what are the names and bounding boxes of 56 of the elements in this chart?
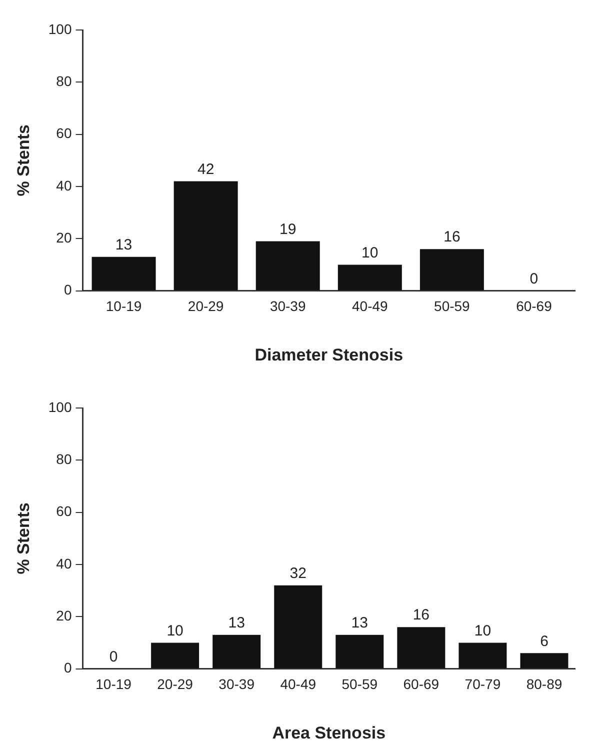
data-label: 16 [444, 228, 460, 246]
y-tick-label: 0 [64, 282, 72, 298]
bar [520, 653, 568, 668]
bar [458, 642, 507, 668]
x-tick-label: 30-39 [218, 676, 255, 692]
x-tick-label: 80-89 [526, 676, 562, 692]
y-axis-title: % Stents [14, 502, 33, 574]
data-label: 42 [197, 160, 214, 178]
y-tick-label: 40 [56, 177, 72, 194]
y-tick-label: 20 [56, 230, 72, 246]
y-tick-label: 20 [56, 608, 72, 624]
x-tick-label: 40-49 [352, 298, 388, 314]
data-label: 10 [166, 622, 184, 640]
bar [256, 241, 320, 290]
x-tick-label: 10-19 [106, 298, 142, 314]
data-label: 10 [362, 244, 378, 262]
y-tick-label: 60 [56, 125, 72, 142]
bar [338, 264, 402, 290]
data-label: 13 [228, 614, 245, 632]
x-tick-label: 60-69 [516, 298, 552, 314]
data-label: 10 [474, 622, 492, 640]
bar [336, 634, 384, 668]
y-tick-label: 0 [64, 660, 72, 676]
x-tick-label: 60-69 [403, 676, 440, 692]
data-label: 0 [109, 648, 118, 666]
data-label: 32 [290, 564, 306, 582]
data-label: 13 [115, 236, 132, 254]
bar [274, 585, 322, 668]
x-tick-label: 20-29 [157, 676, 194, 692]
y-tick-label: 80 [56, 451, 72, 468]
y-tick-label: 100 [48, 20, 72, 37]
x-tick-label: 30-39 [270, 298, 306, 314]
data-label: 16 [412, 606, 430, 624]
x-tick-label: 40-49 [280, 676, 316, 692]
y-tick-label: 80 [56, 73, 72, 90]
bar [151, 642, 200, 668]
data-label: 13 [351, 614, 368, 632]
y-tick-label: 60 [56, 503, 72, 520]
x-axis-title: Diameter Stenosis [254, 345, 404, 364]
bar [420, 249, 484, 290]
y-tick-label: 40 [56, 555, 72, 572]
x-tick-label: 20-29 [188, 298, 224, 314]
bar [212, 634, 261, 668]
y-axis-title: % Stents [14, 124, 33, 196]
data-label: 6 [540, 632, 548, 650]
x-axis-title: Area Stenosis [272, 723, 386, 742]
bar [92, 256, 156, 290]
data-label: 19 [280, 220, 296, 238]
bar [397, 627, 446, 668]
x-tick-label: 50-59 [342, 676, 378, 692]
x-tick-label: 70-79 [464, 676, 501, 692]
data-label: 0 [530, 270, 538, 288]
x-tick-label: 10-19 [96, 676, 132, 692]
x-tick-label: 50-59 [434, 298, 470, 314]
bar [174, 181, 238, 290]
y-tick-label: 100 [48, 398, 72, 415]
